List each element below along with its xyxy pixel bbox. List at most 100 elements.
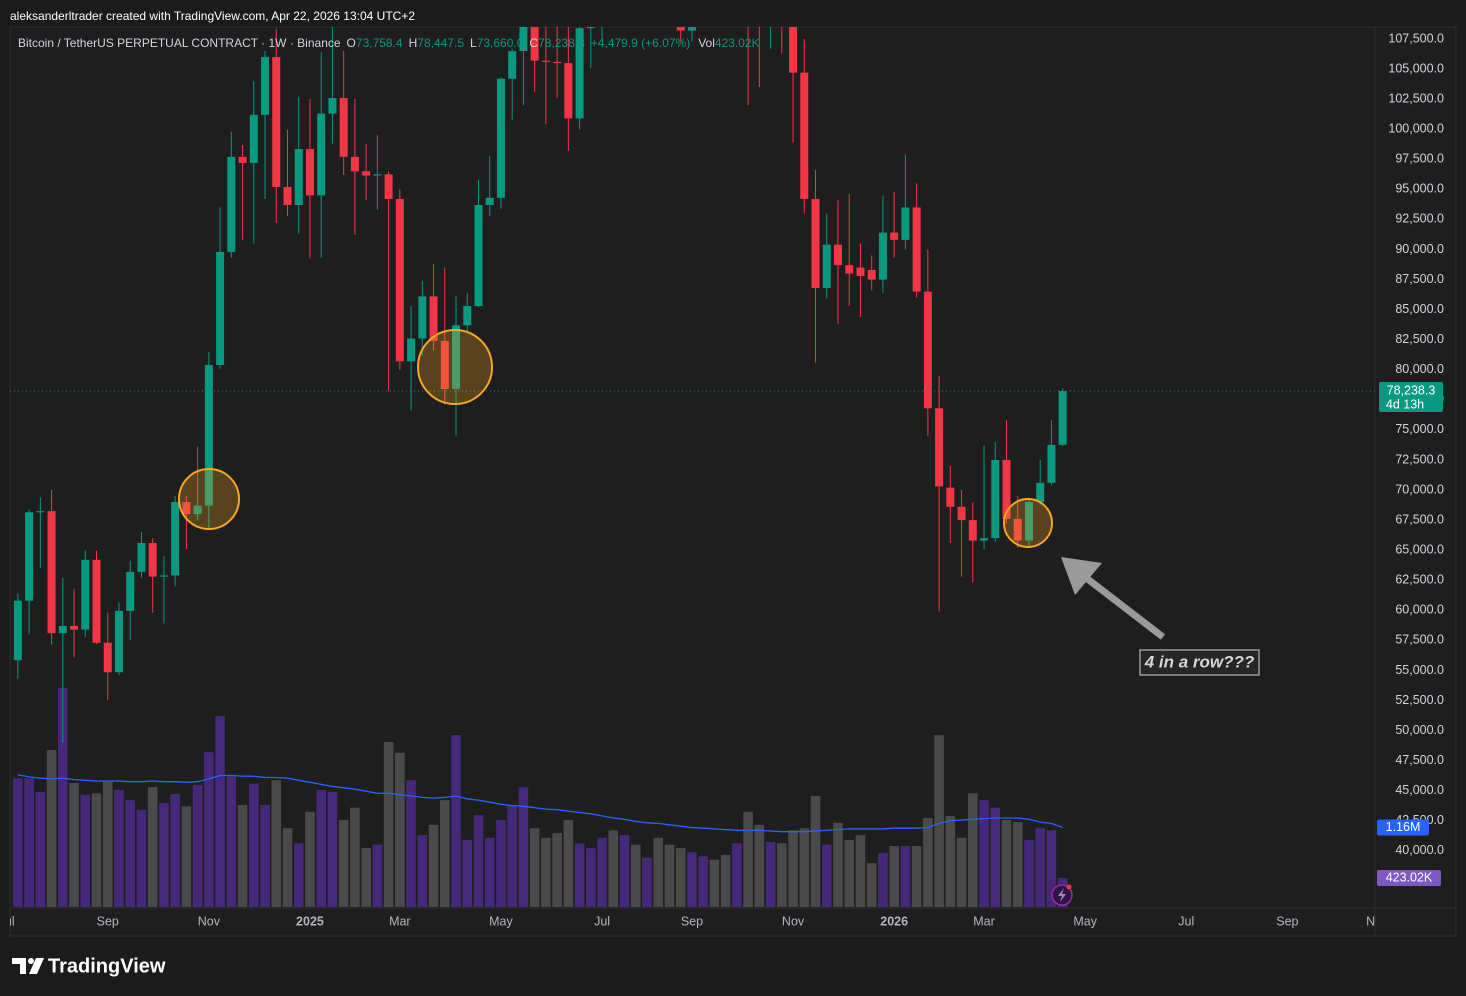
legend-value: 423.02K <box>715 36 760 50</box>
volume-label: 423.02K <box>1386 870 1433 884</box>
logo-mark <box>12 958 26 974</box>
volume-bar <box>271 780 282 907</box>
volume-bar <box>990 807 1001 907</box>
legend: Bitcoin / TetherUS PERPETUAL CONTRACT · … <box>18 36 760 50</box>
candle-body <box>114 610 123 673</box>
volume-bar <box>260 804 270 907</box>
y-tick-label: 52,500.0 <box>1395 693 1444 707</box>
volume-bar <box>484 837 495 907</box>
x-tick-label: May <box>489 914 513 928</box>
volume-bar <box>664 844 675 907</box>
candle-body <box>362 171 371 176</box>
candle-body <box>159 575 168 577</box>
candle-body <box>25 512 34 601</box>
x-tick-label: Nov <box>198 914 221 928</box>
candle-body <box>912 207 921 292</box>
volume-bar <box>507 804 517 907</box>
volume-bar <box>147 787 158 907</box>
y-tick-label: 107,500.0 <box>1388 31 1444 45</box>
volume-pane <box>13 687 1068 907</box>
legend-value: 73,758.4 <box>356 36 403 50</box>
y-tick-label: 55,000.0 <box>1395 663 1444 677</box>
volume-bar <box>1001 820 1012 907</box>
volume-bar <box>102 781 113 907</box>
candle-body <box>13 600 22 661</box>
replay-icon[interactable] <box>1051 884 1073 906</box>
volume-bar <box>642 857 652 907</box>
candle-body <box>586 27 595 29</box>
volume-bar <box>956 837 967 907</box>
y-tick-label: 92,500.0 <box>1395 212 1444 226</box>
volume-bar <box>58 687 68 907</box>
candle-body <box>1002 459 1011 519</box>
volume-bar <box>900 846 911 907</box>
volume-bar <box>833 822 843 907</box>
volume-bar <box>316 789 326 907</box>
candle-body <box>305 149 314 196</box>
candle-body <box>1047 444 1056 483</box>
candle-body <box>485 197 494 206</box>
legend-key: Vol <box>698 36 715 50</box>
y-tick-label: 90,000.0 <box>1395 242 1444 256</box>
legend-change: +4,479.9 (+6.07%) <box>591 36 690 50</box>
logo-mark <box>28 958 34 964</box>
candle-body <box>407 338 416 362</box>
volume-bar <box>372 844 383 907</box>
y-tick-label: 85,000.0 <box>1395 302 1444 316</box>
volume-bar <box>619 835 630 907</box>
candle-body <box>81 559 90 630</box>
x-tick-label: Sep <box>97 914 119 928</box>
candle-body <box>541 60 550 62</box>
volume-bar <box>417 835 428 907</box>
volume-bar <box>777 843 787 907</box>
volume-bar <box>563 820 574 907</box>
annotation-box <box>1139 649 1260 676</box>
volume-bar <box>13 778 23 907</box>
candle-body <box>800 72 809 199</box>
volume-bar <box>799 828 810 907</box>
candle-body <box>395 198 404 362</box>
candle-body <box>519 27 528 52</box>
candle-body <box>856 267 865 276</box>
candle-body <box>878 232 887 280</box>
volume-bar <box>136 809 147 907</box>
legend-value: 78,238.3 <box>538 36 585 50</box>
volume-bar <box>552 833 562 907</box>
candle-body <box>272 57 281 187</box>
legend-key: O <box>347 36 356 50</box>
price-pane <box>10 27 1375 743</box>
volume-ma-label: 1.16M <box>1386 820 1421 834</box>
legend-value: 78,447.5 <box>417 36 464 50</box>
volume-bar <box>720 854 731 907</box>
legend-key: L <box>470 36 477 50</box>
candle-body <box>384 174 393 199</box>
volume-bar <box>754 824 765 907</box>
candle-body <box>418 296 427 339</box>
y-tick-label: 67,500.0 <box>1395 512 1444 526</box>
candle-body <box>553 61 562 64</box>
candle-body <box>328 97 337 114</box>
candle-body <box>294 149 303 206</box>
volume-bar <box>1012 822 1023 907</box>
candle-body <box>687 27 696 31</box>
candle-body <box>238 156 247 163</box>
volume-bar <box>406 780 416 907</box>
candle-body <box>833 244 842 266</box>
volume-bar <box>192 785 203 907</box>
x-tick-label: Nov <box>1366 914 1389 928</box>
arrow-head <box>1061 557 1102 595</box>
volume-bar <box>878 852 888 907</box>
candle-body <box>980 538 989 541</box>
volume-bar <box>810 796 821 907</box>
x-tick-label: 2025 <box>296 914 324 928</box>
candle-body <box>182 502 191 515</box>
y-tick-label: 105,000.0 <box>1388 61 1444 75</box>
y-tick-label: 75,000.0 <box>1395 422 1444 436</box>
volume-bar <box>675 848 686 907</box>
volume-bar <box>911 846 922 907</box>
logo-text: TradingView <box>48 955 166 977</box>
volume-bar <box>350 807 360 907</box>
countdown-label: 4d 13h <box>1386 397 1424 411</box>
header: aleksanderltrader created with TradingVi… <box>10 9 415 23</box>
legend-value: 73,660.0 <box>477 36 524 50</box>
